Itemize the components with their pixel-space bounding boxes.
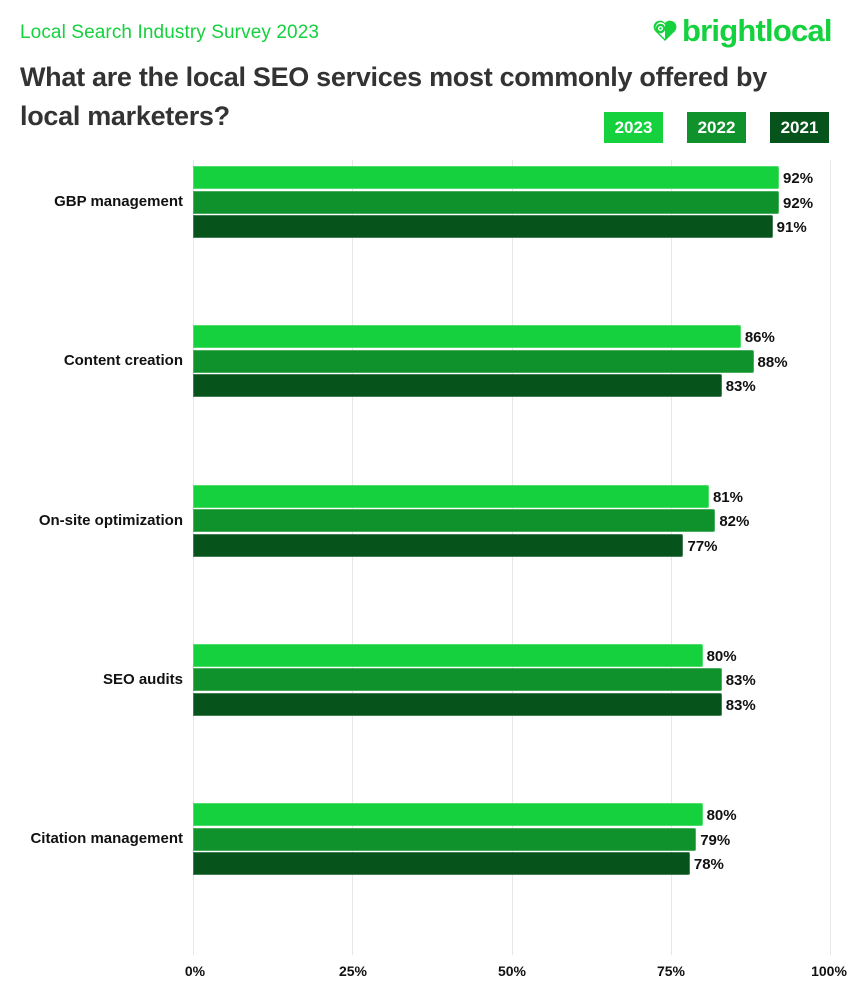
bar-2022: [193, 349, 754, 373]
bar-value-label: 92%: [783, 170, 814, 187]
legend-item-2022: 2022: [687, 112, 746, 143]
bar-chart: GBP management 92% 92% 91% Content creation 8…: [0, 160, 860, 955]
category-label: SEO audits: [102, 670, 183, 688]
bar-value-label: 83%: [725, 672, 756, 690]
chart-title: What are the local SEO services most com…: [20, 62, 767, 131]
x-tick-100: 100%: [811, 963, 847, 979]
bar-2021: [193, 692, 722, 716]
bar-value-label: 83%: [725, 378, 756, 396]
category-row: GBP management 92% 92% 91%: [0, 160, 860, 319]
legend: 2023 2022 2021: [604, 112, 829, 143]
bar-2023: [193, 166, 780, 189]
bar-2022: [193, 190, 780, 214]
bar-value-label: 91%: [776, 219, 807, 236]
bar-2022: [193, 668, 722, 692]
bar-value-label: 83%: [725, 696, 756, 714]
bar-2021: [193, 852, 690, 875]
gridline-50: [512, 160, 513, 955]
survey-label: Local Search Industry Survey 2023: [20, 22, 320, 43]
x-tick-0: 0%: [184, 963, 206, 979]
category-label: Content creation: [63, 352, 183, 370]
bar-value-label: 82%: [719, 513, 750, 530]
x-tick-50: 50%: [497, 963, 527, 979]
bar-value-label: 80%: [706, 807, 737, 824]
category-row: Citation management 80% 79% 78%: [0, 797, 860, 956]
bar-value-label: 79%: [700, 831, 731, 849]
bar-value-label: 81%: [712, 488, 743, 506]
category-label: Citation management: [30, 830, 183, 847]
bar-value-label: 88%: [757, 353, 788, 371]
heart-pin-icon: [653, 20, 677, 41]
category-row: On-site optimization 81% 82% 77%: [0, 479, 860, 638]
legend-item-2021: 2021: [770, 112, 829, 143]
gridline-75: [671, 160, 672, 955]
bar-2021: [193, 215, 773, 238]
bar-value-label: 80%: [706, 647, 737, 665]
gridline-100: [830, 160, 831, 955]
gridline-0: [193, 160, 194, 955]
legend-item-2023: 2023: [604, 112, 663, 143]
bar-2023: [193, 325, 741, 349]
bar-2021: [193, 533, 684, 557]
category-label: On-site optimization: [38, 511, 183, 529]
bar-2022: [193, 509, 716, 532]
category-row: Content creation 86% 88% 83%: [0, 319, 860, 478]
logo-text: brightlocal: [682, 13, 832, 48]
bar-2023: [193, 803, 703, 826]
bar-2023: [193, 643, 703, 667]
category-label: GBP management: [54, 193, 183, 210]
gridline-25: [352, 160, 353, 955]
bar-2021: [193, 374, 722, 398]
x-tick-75: 75%: [656, 963, 686, 979]
brightlocal-logo: brightlocal: [652, 14, 832, 48]
bar-value-label: 78%: [693, 856, 724, 873]
category-row: SEO audits 80% 83% 83%: [0, 638, 860, 797]
bar-value-label: 77%: [687, 537, 718, 555]
bar-value-label: 92%: [783, 194, 814, 212]
bar-value-label: 86%: [744, 329, 775, 347]
bar-2022: [193, 827, 697, 851]
x-tick-25: 25%: [338, 963, 368, 979]
bar-2023: [193, 484, 709, 508]
